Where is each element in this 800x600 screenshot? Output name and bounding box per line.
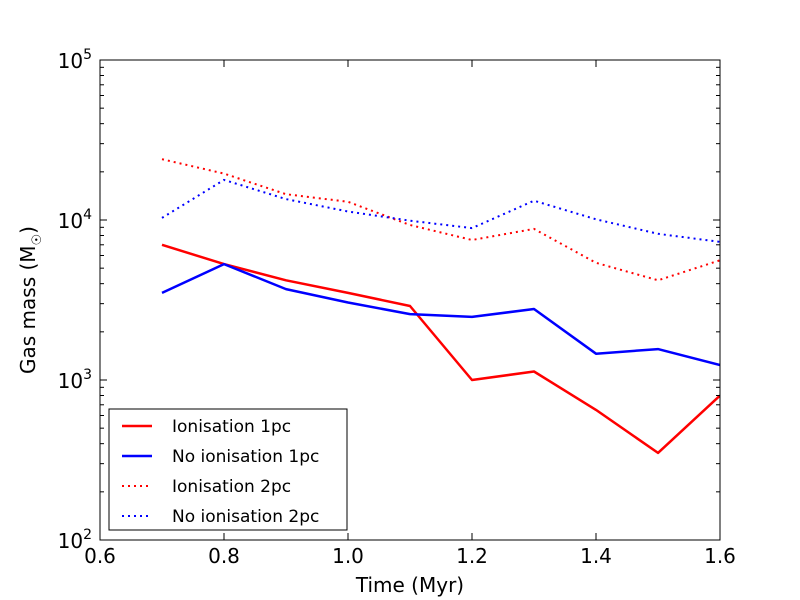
ticks-layer: 0.6 0.8 1.0 1.2 1.4 1.6 102 103 104 105: [58, 47, 736, 568]
x-tick-label: 0.6: [84, 544, 116, 568]
plot-frame: [99, 59, 721, 541]
series-line-1: [161, 243, 720, 455]
y-axis-label: Gas mass (M☉): [16, 226, 45, 374]
x-axis-label: Time (Myr): [355, 573, 464, 597]
x-tick-label: 0.8: [208, 544, 240, 568]
series-layer: [161, 158, 720, 455]
x-tick-label: 1.4: [580, 544, 612, 568]
x-tick-label: 1.6: [704, 544, 736, 568]
legend-label: No ionisation 2pc: [172, 507, 319, 527]
y-tick-label: 104: [58, 207, 92, 233]
series-line-3: [161, 158, 720, 282]
x-tick-label: 1.2: [456, 544, 488, 568]
legend: Ionisation 1pc No ionisation 1pc Ionisatio…: [108, 408, 348, 531]
y-tick-label: 103: [58, 367, 92, 393]
legend-label: Ionisation 1pc: [172, 417, 291, 437]
y-tick-label: 105: [58, 47, 92, 73]
y-tick-label: 102: [58, 527, 92, 553]
x-tick-label: 1.0: [332, 544, 364, 568]
y-axis-label-close: ): [16, 226, 40, 234]
legend-label: Ionisation 2pc: [172, 477, 291, 497]
legend-box: [108, 408, 348, 531]
y-axis-label-main: Gas mass (M: [16, 245, 40, 374]
y-axis-label-subscript: ☉: [30, 234, 45, 246]
series-line-4: [161, 178, 720, 243]
series-line-2: [161, 262, 720, 367]
legend-label: No ionisation 1pc: [172, 447, 319, 467]
